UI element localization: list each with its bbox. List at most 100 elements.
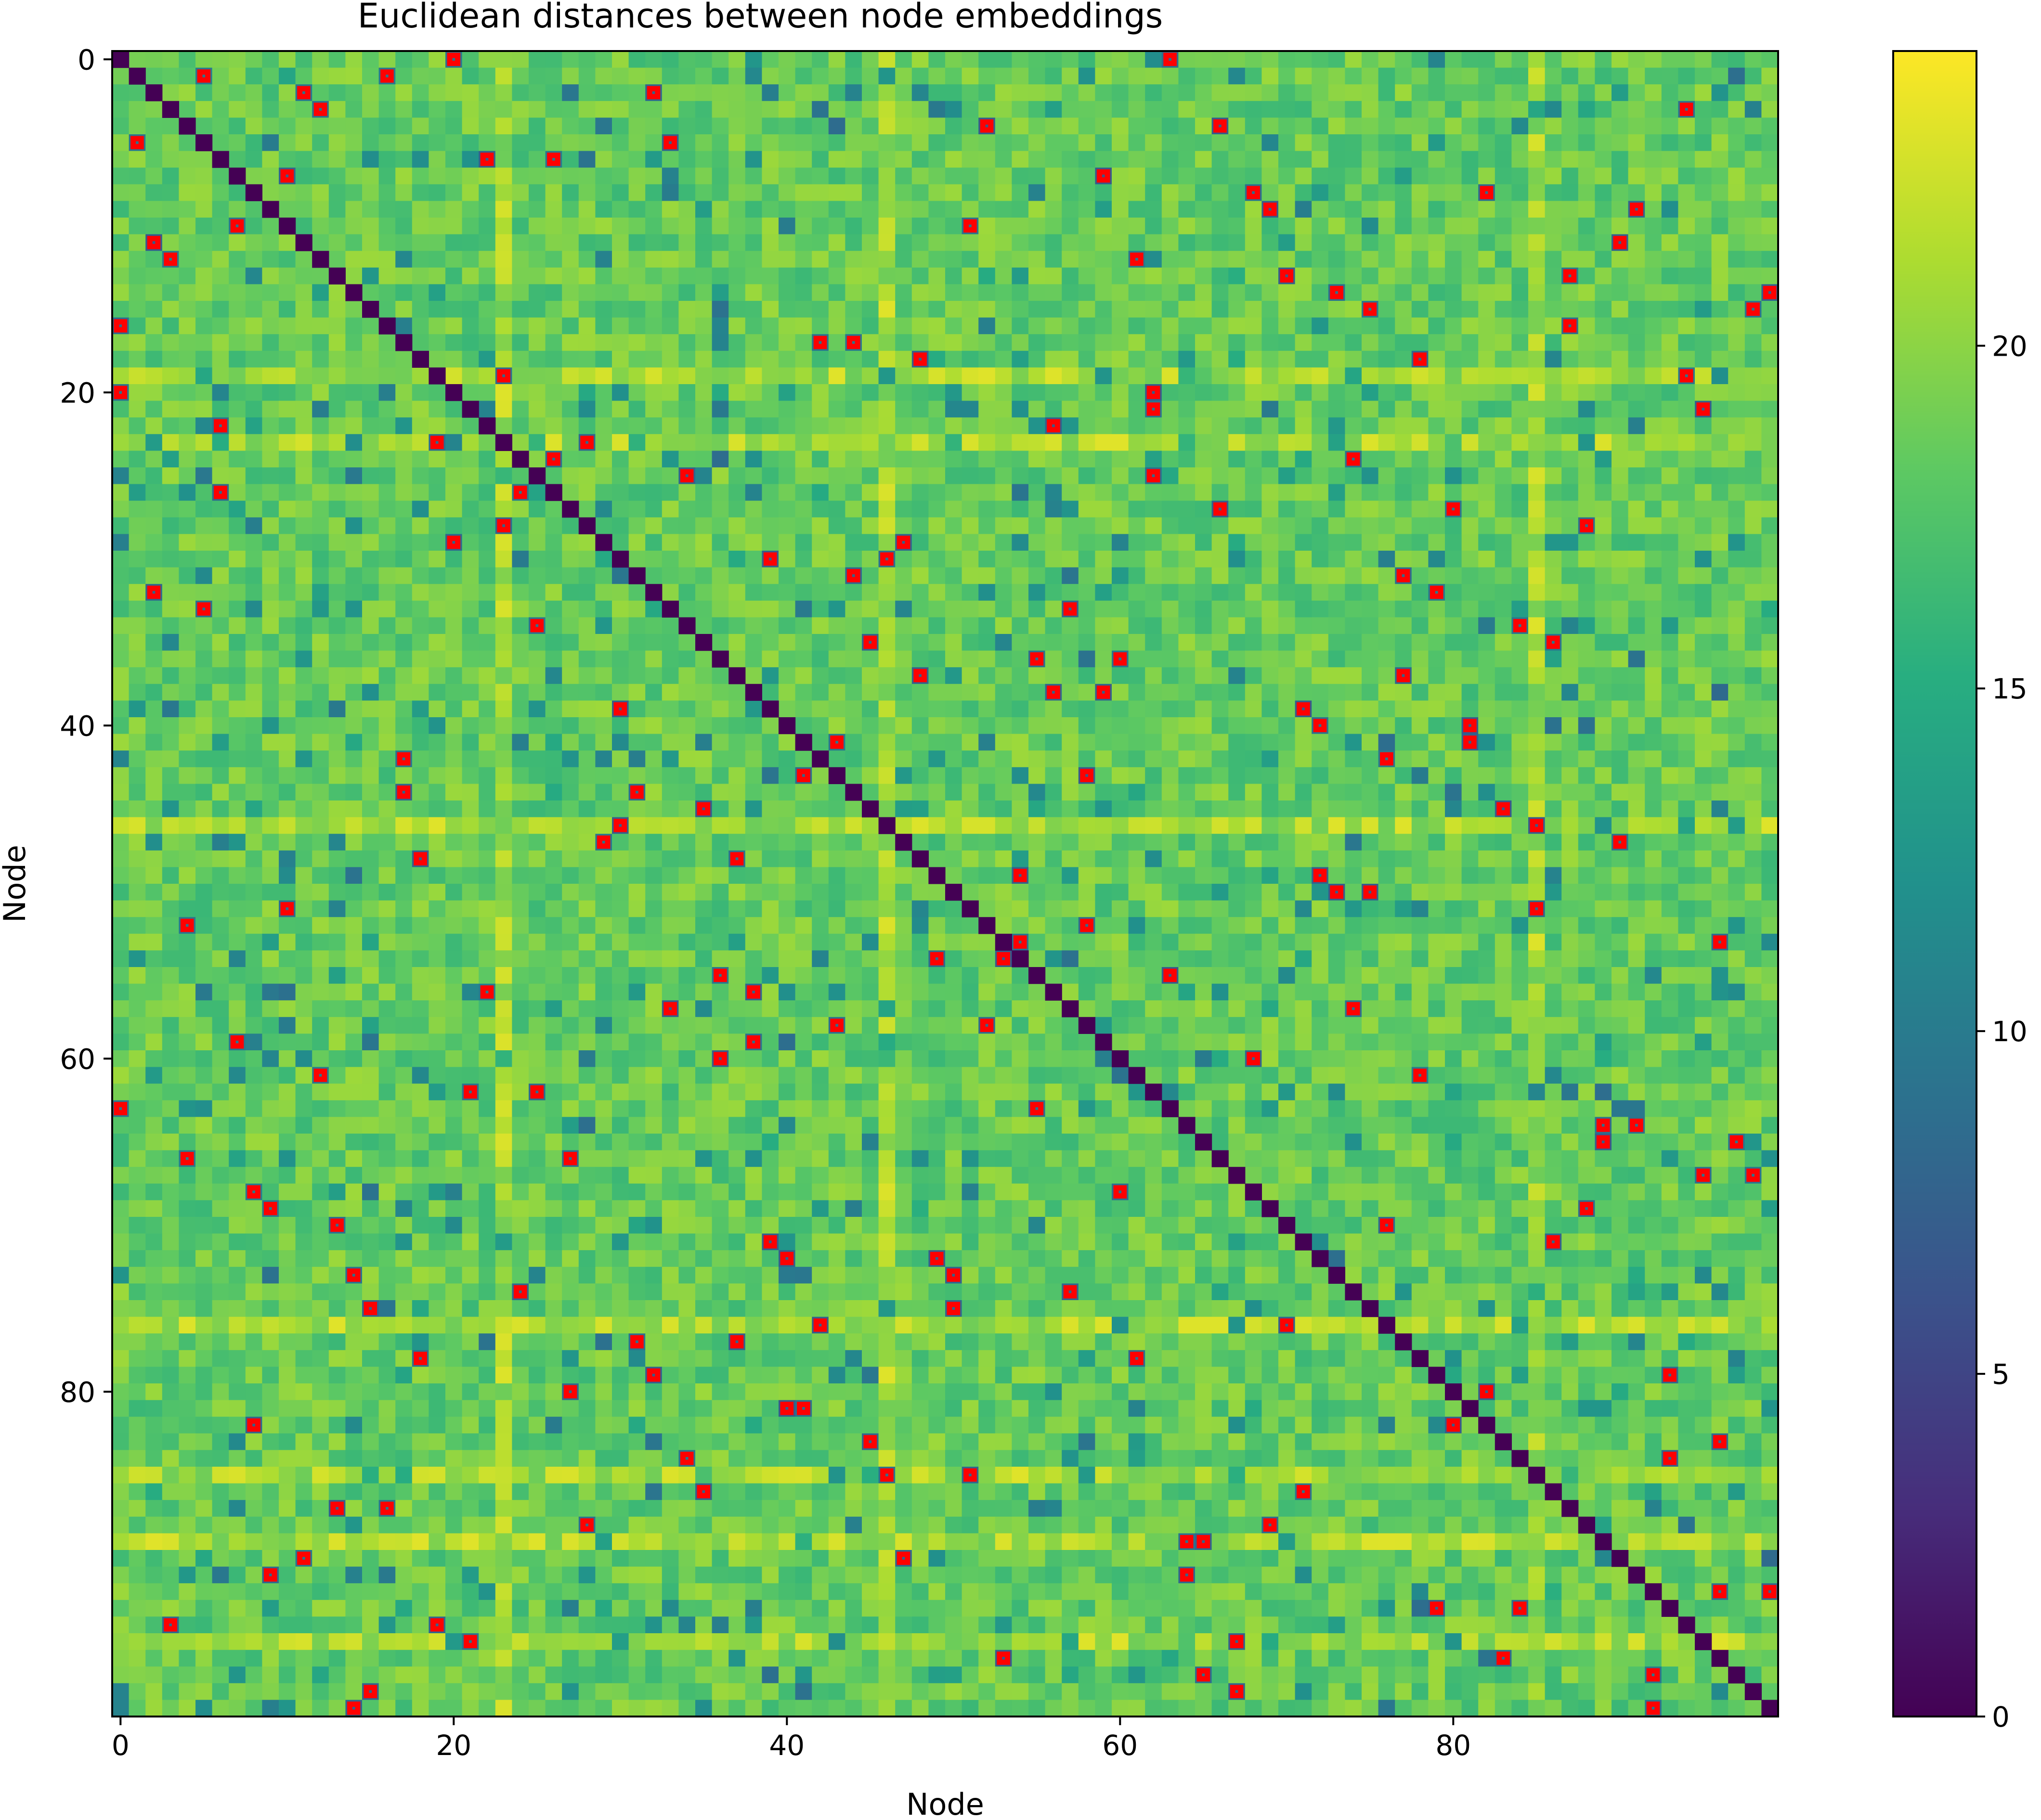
heatmap-cell <box>1595 650 1612 668</box>
heatmap-cell <box>1528 600 1546 618</box>
heatmap-cell <box>412 717 429 735</box>
heatmap-cell <box>1362 101 1379 118</box>
heatmap-cell <box>878 84 896 102</box>
heatmap-cell <box>1395 67 1412 85</box>
heatmap-cell <box>1062 350 1079 368</box>
heatmap-cell <box>945 700 962 718</box>
heatmap-cell <box>1261 750 1279 768</box>
heatmap-cell <box>828 134 845 152</box>
heatmap-cell <box>628 284 646 301</box>
heatmap-cell <box>1595 101 1612 118</box>
heatmap-cell <box>628 750 646 768</box>
heatmap-cell <box>212 800 229 818</box>
heatmap-cell <box>1495 867 1512 884</box>
heatmap-cell <box>162 600 179 618</box>
heatmap-cell <box>195 750 213 768</box>
heatmap-cell <box>1378 634 1395 651</box>
heatmap-cell <box>462 251 479 268</box>
heatmap-cell <box>728 867 746 884</box>
heatmap-cell <box>1595 534 1612 551</box>
heatmap-cell <box>1495 84 1512 102</box>
heatmap-cell <box>212 434 229 451</box>
heatmap-cell <box>1678 584 1695 601</box>
heatmap-cell <box>1012 400 1029 418</box>
heatmap-cell <box>1362 867 1379 884</box>
heatmap-cell <box>1661 750 1678 768</box>
heatmap-cell <box>1161 667 1179 684</box>
heatmap-cell <box>1028 117 1046 135</box>
heatmap-cell <box>179 434 196 451</box>
heatmap-cell <box>1661 867 1678 884</box>
heatmap-cell <box>1428 317 1445 335</box>
heatmap-cell <box>1328 218 1345 235</box>
heatmap-cell <box>429 650 446 668</box>
heatmap-cell <box>1495 551 1512 568</box>
heatmap-cell <box>529 884 546 901</box>
heatmap-cell <box>1112 251 1129 268</box>
heatmap-cell <box>512 817 529 834</box>
heatmap-cell <box>545 800 562 818</box>
heatmap-cell <box>245 650 262 668</box>
heatmap-cell <box>1711 501 1729 518</box>
heatmap-cell <box>995 767 1012 784</box>
heatmap-cell <box>578 750 596 768</box>
heatmap-cell <box>1695 584 1712 601</box>
heatmap-cell <box>812 617 829 634</box>
heatmap-cell <box>1411 800 1429 818</box>
heatmap-cell <box>1411 234 1429 251</box>
heatmap-cell <box>1595 168 1612 185</box>
heatmap-cell <box>695 884 713 901</box>
heatmap-cell <box>1062 301 1079 318</box>
heatmap-cell <box>1195 567 1212 584</box>
heatmap-cell <box>195 700 213 718</box>
heatmap-cell <box>1178 151 1196 168</box>
heatmap-cell <box>1062 267 1079 284</box>
heatmap-cell <box>1528 267 1546 284</box>
heatmap-cell <box>612 584 629 601</box>
heatmap-cell <box>945 650 962 668</box>
heatmap-cell <box>512 600 529 618</box>
heatmap-cell <box>1028 301 1046 318</box>
heatmap-cell <box>445 867 463 884</box>
heatmap-cell <box>712 168 729 185</box>
heatmap-cell <box>262 101 279 118</box>
heatmap-cell <box>1561 434 1579 451</box>
heatmap-cell <box>1595 750 1612 768</box>
heatmap-cell <box>628 517 646 534</box>
heatmap-cell <box>1278 784 1296 801</box>
heatmap-cell <box>1295 134 1312 152</box>
heatmap-cell <box>1028 800 1046 818</box>
heatmap-cell <box>1062 168 1079 185</box>
heatmap-cell <box>928 767 946 784</box>
heatmap-cell <box>129 284 146 301</box>
heatmap-cell <box>1461 84 1479 102</box>
heatmap-cell <box>229 451 246 468</box>
heatmap-cell <box>1095 234 1112 251</box>
heatmap-cell <box>1012 451 1029 468</box>
heatmap-cell <box>312 451 329 468</box>
heatmap-cell <box>612 684 629 701</box>
heatmap-cell <box>179 234 196 251</box>
heatmap-cell <box>1495 417 1512 435</box>
heatmap-cell <box>911 168 929 185</box>
heatmap-cell <box>129 218 146 235</box>
heatmap-cell <box>1744 584 1762 601</box>
heatmap-cell <box>1345 551 1362 568</box>
heatmap-cell <box>1312 134 1329 152</box>
heatmap-cell <box>1545 350 1562 368</box>
heatmap-cell <box>762 634 779 651</box>
heatmap-cell <box>195 400 213 418</box>
heatmap-cell <box>1012 267 1029 284</box>
heatmap-cell <box>1612 117 1629 135</box>
heatmap-cell <box>412 284 429 301</box>
heatmap-cell <box>245 417 262 435</box>
heatmap-cell <box>345 634 363 651</box>
heatmap-cell <box>445 617 463 634</box>
heatmap-cell <box>1178 767 1196 784</box>
heatmap-cell <box>728 168 746 185</box>
heatmap-cell <box>195 551 213 568</box>
heatmap-cell <box>212 251 229 268</box>
heatmap-cell <box>345 67 363 85</box>
heatmap-cell <box>1628 134 1645 152</box>
heatmap-cell <box>562 417 579 435</box>
